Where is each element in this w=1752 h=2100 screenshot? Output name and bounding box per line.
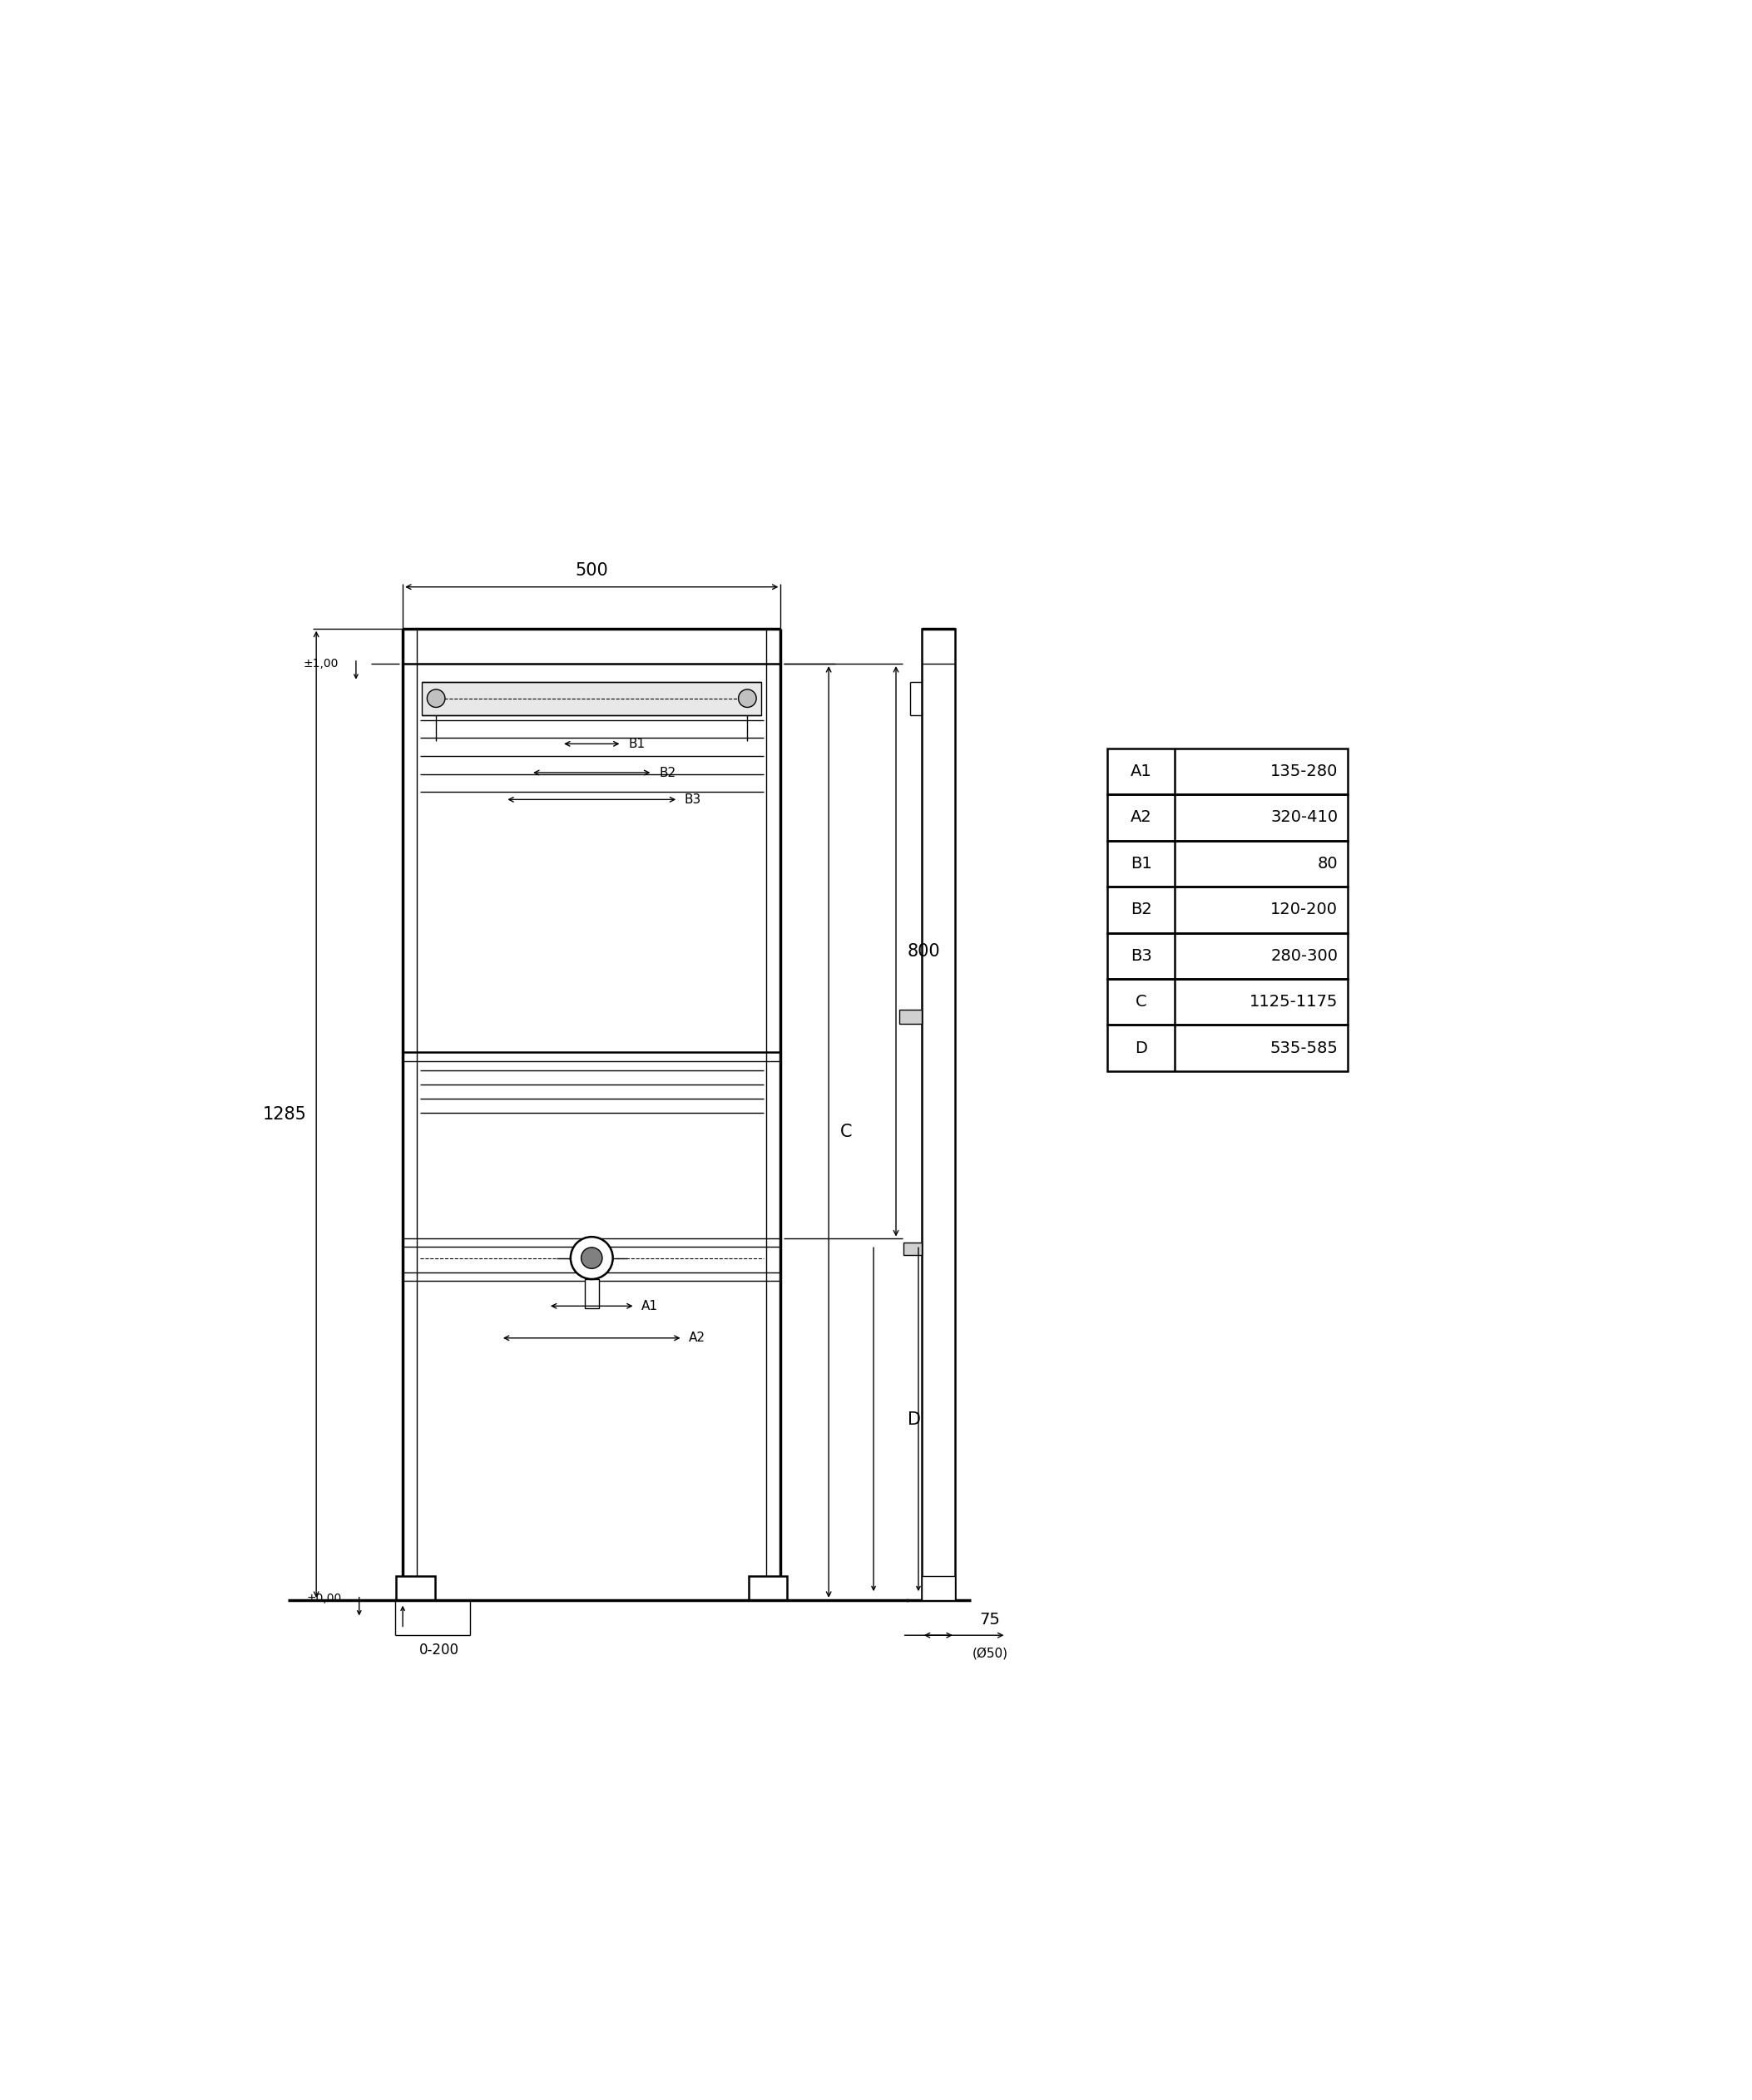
Text: 500: 500 bbox=[575, 563, 608, 580]
Bar bbox=[1107, 748, 1347, 794]
Text: 280-300: 280-300 bbox=[1270, 947, 1339, 964]
Text: B1: B1 bbox=[629, 737, 645, 750]
Text: 1125-1175: 1125-1175 bbox=[1249, 993, 1339, 1010]
Text: 535-585: 535-585 bbox=[1270, 1040, 1339, 1056]
Bar bbox=[904, 1243, 922, 1256]
Text: (Ø50): (Ø50) bbox=[972, 1646, 1007, 1659]
Text: ±1,00: ±1,00 bbox=[303, 657, 338, 670]
Text: 120-200: 120-200 bbox=[1270, 901, 1339, 918]
Text: 0-200: 0-200 bbox=[419, 1642, 459, 1657]
Text: 75: 75 bbox=[979, 1613, 1000, 1628]
Text: B3: B3 bbox=[685, 794, 701, 806]
Text: 320-410: 320-410 bbox=[1270, 811, 1339, 825]
Text: B2: B2 bbox=[659, 766, 676, 779]
Text: 135-280: 135-280 bbox=[1270, 764, 1339, 779]
Text: A1: A1 bbox=[641, 1300, 659, 1312]
Bar bbox=[422, 682, 762, 714]
Text: 80: 80 bbox=[1318, 855, 1339, 872]
Text: 1285: 1285 bbox=[263, 1107, 307, 1124]
Text: B1: B1 bbox=[1130, 855, 1151, 872]
Bar bbox=[1107, 886, 1347, 932]
Text: B2: B2 bbox=[1130, 901, 1151, 918]
Bar bbox=[585, 1279, 599, 1308]
Bar bbox=[899, 1010, 922, 1023]
Bar bbox=[748, 1575, 787, 1600]
Bar bbox=[1107, 932, 1347, 979]
Text: D: D bbox=[908, 1411, 922, 1428]
Bar bbox=[1107, 1025, 1347, 1071]
Bar bbox=[1107, 840, 1347, 886]
Text: A2: A2 bbox=[1130, 811, 1151, 825]
Bar bbox=[922, 1575, 955, 1600]
Text: B3: B3 bbox=[1130, 947, 1151, 964]
Circle shape bbox=[738, 689, 757, 708]
Circle shape bbox=[582, 1247, 603, 1268]
Bar bbox=[1107, 794, 1347, 840]
Bar bbox=[396, 1575, 434, 1600]
Bar bbox=[1107, 979, 1347, 1025]
Text: D: D bbox=[1135, 1040, 1148, 1056]
Text: C: C bbox=[841, 1124, 851, 1140]
Bar bbox=[922, 628, 955, 1600]
Circle shape bbox=[427, 689, 445, 708]
Text: ±0,00: ±0,00 bbox=[307, 1594, 342, 1604]
Text: A2: A2 bbox=[689, 1331, 706, 1344]
Text: A1: A1 bbox=[1130, 764, 1151, 779]
Text: C: C bbox=[1135, 993, 1146, 1010]
Circle shape bbox=[571, 1237, 613, 1279]
Text: 800: 800 bbox=[908, 943, 941, 960]
